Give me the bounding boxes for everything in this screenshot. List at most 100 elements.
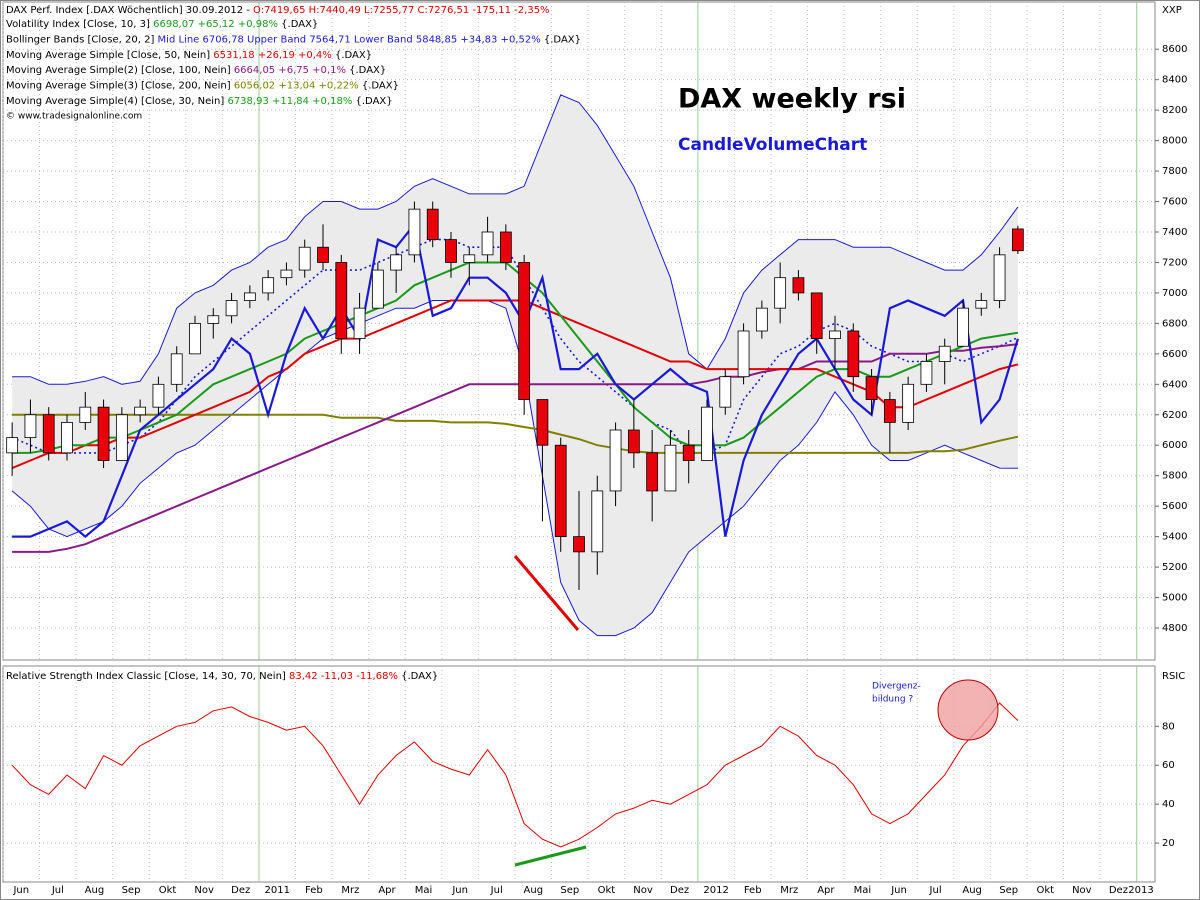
header-values: O:7419,65 H:7440,49 L:7255,77 C:7276,51 … — [253, 5, 550, 16]
x-tick-label: Jun — [12, 885, 29, 896]
line — [12, 413, 1019, 454]
legend-label: Moving Average Simple(2) [Close, 100, Ne… — [6, 65, 234, 76]
annotation: bildung ? — [872, 695, 913, 705]
legend-entry: Bollinger Bands [Close, 20, 2] Mid Line … — [6, 34, 581, 45]
y-tick-label: 7800 — [1162, 166, 1187, 177]
legend-values: 6056,02 +13,04 +0,22% — [234, 81, 362, 92]
candle-body — [42, 414, 55, 454]
legend-values: 83,42 -11,03 -11,68% — [289, 671, 401, 682]
x-tick-label: 2012 — [703, 885, 728, 896]
legend-suffix: {.DAX} — [401, 671, 438, 682]
axis-name: XXP — [1162, 5, 1182, 16]
x-tick-label: Mrz — [780, 885, 798, 896]
legend-label: Bollinger Bands [Close, 20, 2] — [6, 34, 158, 45]
x-tick-label: Feb — [305, 885, 323, 896]
legend-values: 6698,07 +65,12 +0,98% — [153, 19, 281, 30]
y-tick-label: 4800 — [1162, 623, 1187, 634]
candle-body — [463, 254, 476, 263]
legend-suffix: {.DAX} — [281, 19, 318, 30]
y-tick-label: 6200 — [1162, 410, 1187, 421]
legend-entry: Volatility Index [Close, 10, 3] 6698,07 … — [6, 19, 318, 30]
chart-title: DAX weekly rsi — [678, 84, 906, 115]
x-tick-label: Feb — [744, 885, 762, 896]
legend-label: Volatility Index [Close, 10, 3] — [6, 19, 153, 30]
candle-body — [115, 414, 128, 461]
legend-label: Moving Average Simple(4) [Close, 30, Nei… — [6, 96, 227, 107]
legend-label: Moving Average Simple [Close, 50, Nein] — [6, 50, 213, 61]
line — [12, 94, 1019, 385]
legend-suffix: {.DAX} — [544, 34, 581, 45]
y-tick-label: 7400 — [1162, 227, 1187, 238]
candle-body — [280, 269, 293, 279]
y-tick-label: 7600 — [1162, 197, 1187, 208]
candle-body — [829, 330, 841, 340]
candle-body — [445, 239, 457, 263]
y-tick-label: 5000 — [1162, 593, 1187, 604]
legend-label: Relative Strength Index Classic [Close, … — [6, 671, 289, 682]
candle-body — [207, 315, 220, 324]
candle-body — [408, 208, 421, 256]
candle-body — [170, 353, 183, 385]
annotation: Divergenz- — [872, 682, 921, 692]
candle-body — [152, 383, 165, 408]
y-tick-label: 7000 — [1162, 288, 1187, 299]
legend-label: Moving Average Simple(3) [Close, 200, Ne… — [6, 81, 234, 92]
candle-body — [426, 208, 439, 241]
line — [12, 221, 1019, 539]
candle-body — [61, 421, 73, 454]
candle-body — [353, 307, 366, 340]
x-tick-label: Aug — [85, 885, 105, 896]
x-tick-label: Jul — [929, 885, 942, 896]
y-tick-label: 5800 — [1162, 471, 1187, 482]
legend-entry: Moving Average Simple(4) [Close, 30, Nei… — [6, 96, 393, 107]
x-tick-label: Okt — [598, 885, 616, 896]
candle-body — [774, 277, 787, 309]
header-label: DAX Perf. Index [.DAX Wöchentlich] 30.09… — [6, 5, 253, 16]
y-tick-label: 8000 — [1162, 136, 1187, 147]
y-tick-label: 20 — [1162, 838, 1175, 849]
candle-body — [298, 246, 311, 271]
x-tick-label: Sep — [560, 885, 579, 896]
x-tick-label: Nov — [633, 885, 653, 896]
line — [11, 238, 1019, 454]
candle-body — [536, 399, 549, 446]
legend-suffix: {.DAX} — [362, 81, 399, 92]
candle-body — [390, 254, 403, 271]
y-tick-label: 5400 — [1162, 532, 1187, 543]
y-tick-label: 5600 — [1162, 501, 1187, 512]
candle-body — [591, 490, 604, 553]
y-tick-label: 8600 — [1162, 44, 1187, 55]
candle-body — [97, 406, 110, 461]
x-tick-label: Jun — [890, 885, 907, 896]
x-tick-label: Jul — [51, 885, 64, 896]
candle-body — [317, 246, 329, 263]
legend-entry: Moving Average Simple(3) [Close, 200, Ne… — [6, 81, 399, 92]
legend-values: 6531,18 +26,19 +0,4% — [213, 50, 335, 61]
candle-body — [243, 292, 256, 301]
x-tick-label: Okt — [1036, 885, 1054, 896]
x-tick-label: Mai — [854, 885, 872, 896]
x-tick-label: Apr — [378, 885, 396, 896]
candle-body — [24, 414, 37, 439]
y-tick-label: 80 — [1162, 721, 1175, 732]
candle-body — [518, 262, 531, 400]
candle-body — [719, 376, 732, 408]
legend-entry: Moving Average Simple [Close, 50, Nein] … — [6, 50, 372, 61]
candle-body — [499, 231, 512, 263]
x-tick-label: 2013 — [1128, 885, 1153, 896]
y-tick-label: 60 — [1162, 760, 1175, 771]
legend-entry: Moving Average Simple(2) [Close, 100, Ne… — [6, 65, 386, 76]
x-tick-label: Aug — [962, 885, 982, 896]
candle-body — [627, 429, 640, 454]
x-tick-label: Nov — [1072, 885, 1092, 896]
x-tick-label: Dez — [231, 885, 250, 896]
candle-body — [371, 269, 384, 309]
candle-body — [883, 399, 896, 423]
x-tick-label: Nov — [194, 885, 214, 896]
candle-body — [737, 330, 750, 378]
candle-body — [664, 444, 677, 492]
x-tick-label: Jun — [451, 885, 468, 896]
candle-body — [682, 444, 695, 461]
candle-body — [792, 277, 805, 294]
highlight-circle — [937, 679, 999, 741]
